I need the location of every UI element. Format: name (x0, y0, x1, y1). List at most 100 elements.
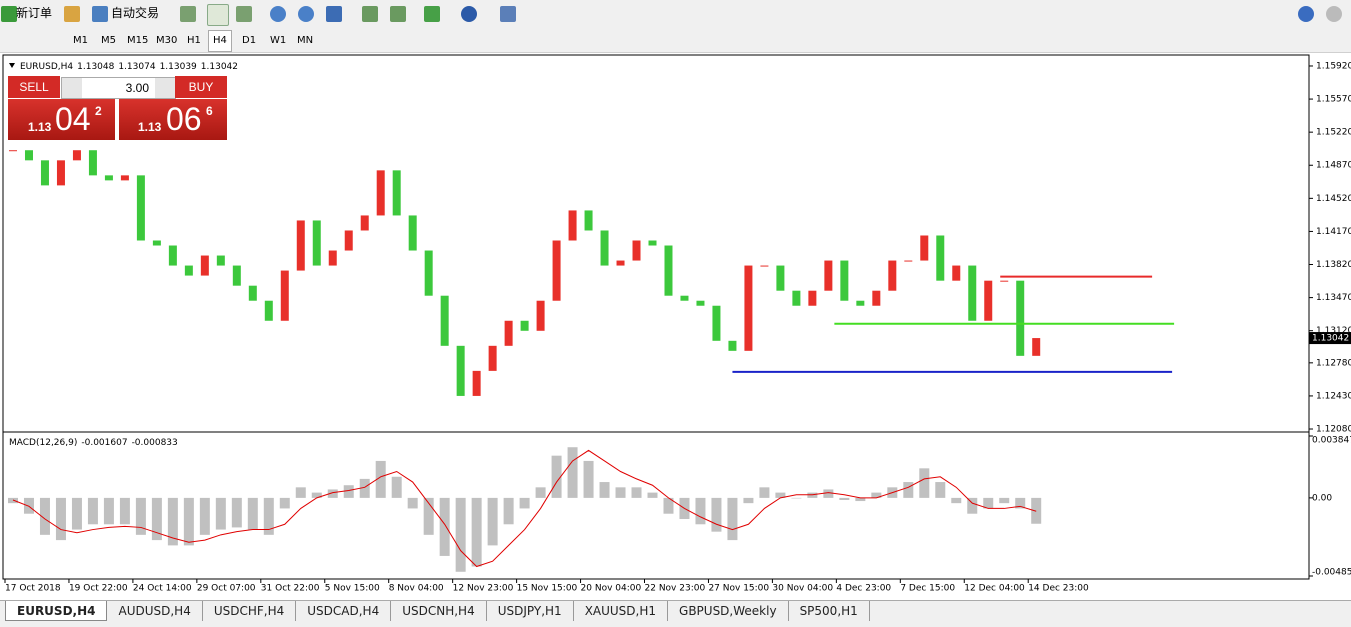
auto-trading-icon (92, 6, 108, 22)
macd-bar (695, 497, 706, 525)
ask-big: 1.13 (138, 120, 162, 134)
candle (200, 255, 209, 276)
candle (872, 290, 881, 306)
chart-tab[interactable]: AUDUSD,H4 (107, 601, 203, 621)
macd-bar (455, 497, 466, 572)
zoom-out-button[interactable] (298, 6, 314, 22)
buy-button[interactable]: BUY (175, 76, 227, 98)
y-tick-label: 0.00 (1312, 493, 1332, 503)
macd-header: MACD(12,26,9) -0.001607 -0.000833 (9, 438, 178, 448)
x-tick-label: 31 Oct 22:00 (261, 584, 320, 594)
volume-value: 3.00 (125, 81, 149, 95)
new-order-button[interactable]: 新订单 (16, 6, 53, 20)
macd-bar (839, 497, 850, 500)
signal-line (12, 449, 1037, 568)
scroll-button[interactable] (362, 6, 378, 22)
candle (24, 150, 33, 161)
chart-tab[interactable]: USDJPY,H1 (487, 601, 574, 621)
timeframe-button[interactable]: H1 (187, 35, 201, 46)
ask-box[interactable]: 1.13 06 6 (119, 99, 227, 140)
candle (40, 160, 49, 186)
candle (440, 295, 449, 346)
timeframe-button[interactable]: MN (297, 35, 314, 46)
tile-button[interactable] (326, 6, 342, 22)
macd-bar (119, 497, 130, 525)
chart-tab[interactable]: USDCNH,H4 (391, 601, 487, 621)
candle (1000, 280, 1009, 282)
y-tick-label: 1.12080 (1316, 425, 1351, 435)
timeframe-button[interactable]: M5 (101, 35, 116, 46)
chart-tab[interactable]: EURUSD,H4 (5, 601, 108, 621)
candle (904, 260, 913, 262)
sell-button[interactable]: SELL (8, 76, 60, 98)
zoom-in-button[interactable] (270, 6, 286, 22)
candle (216, 255, 225, 266)
macd-bar (343, 485, 354, 498)
macd-bar (903, 482, 914, 498)
macd-bar (711, 497, 722, 532)
chart-tab[interactable]: SP500,H1 (789, 601, 870, 621)
periods-button[interactable] (461, 6, 477, 22)
chart-tab[interactable]: USDCHF,H4 (203, 601, 297, 621)
timeframe-button[interactable]: M1 (73, 35, 88, 46)
macd-bar (519, 497, 530, 509)
timeframe-button[interactable]: M30 (156, 35, 178, 46)
volume-down[interactable] (62, 78, 82, 98)
macd-bar (551, 455, 562, 498)
x-tick-label: 12 Nov 23:00 (453, 584, 514, 594)
timeframe-button[interactable]: D1 (242, 35, 257, 46)
macd-bar (999, 497, 1010, 504)
line-chart-button[interactable] (236, 6, 252, 22)
shift-button[interactable] (390, 6, 406, 22)
macd-bar (727, 497, 738, 541)
templates-button[interactable] (500, 6, 516, 22)
macd-bar (583, 460, 594, 498)
candle (696, 300, 705, 306)
x-tick-label: 14 Dec 23:00 (1028, 584, 1089, 594)
macd-bar (487, 497, 498, 546)
candle (984, 280, 993, 321)
y-tick-label: -0.004856 (1312, 568, 1351, 578)
candle (632, 240, 641, 261)
macd-bar (439, 497, 450, 556)
timeframe-button[interactable]: M15 (127, 35, 149, 46)
macd-bar (983, 497, 994, 509)
candle (1016, 280, 1025, 356)
chat-button[interactable] (1326, 6, 1342, 22)
timeframe-button[interactable]: W1 (270, 35, 287, 46)
search-button[interactable] (1298, 6, 1314, 22)
macd-bar (871, 492, 882, 498)
chart-tab[interactable]: XAUUSD,H1 (574, 601, 669, 621)
candle (680, 295, 689, 301)
macd-bar (71, 497, 82, 530)
indicators-button[interactable] (424, 6, 440, 22)
x-tick-label: 29 Oct 07:00 (197, 584, 256, 594)
candle (280, 270, 289, 321)
volume-box[interactable]: 3.00 (61, 77, 176, 99)
bar-chart-button[interactable] (180, 6, 196, 22)
macd-bar (327, 489, 338, 498)
candle (952, 265, 961, 281)
macd-bar (375, 460, 386, 498)
candle (312, 220, 321, 266)
candle-chart-button[interactable] (207, 4, 229, 26)
volume-up[interactable] (155, 78, 175, 98)
header-arrow (9, 63, 15, 68)
bid-box[interactable]: 1.13 04 2 (8, 99, 115, 140)
candle (264, 300, 273, 321)
macd-bar (423, 497, 434, 535)
auto-trading-button[interactable]: 自动交易 (111, 6, 160, 20)
x-tick-label: 22 Nov 23:00 (645, 584, 706, 594)
editor-icon[interactable] (64, 6, 80, 22)
candle (968, 265, 977, 321)
candle (600, 230, 609, 266)
candle (888, 260, 897, 291)
chart-tab[interactable]: GBPUSD,Weekly (668, 601, 789, 621)
tab-bar (0, 600, 1351, 627)
timeframe-button[interactable]: H4 (208, 30, 232, 52)
macd-bar (919, 468, 930, 498)
x-tick-label: 7 Dec 15:00 (900, 584, 955, 594)
macd-bar (167, 497, 178, 546)
chart-tab[interactable]: USDCAD,H4 (296, 601, 392, 621)
